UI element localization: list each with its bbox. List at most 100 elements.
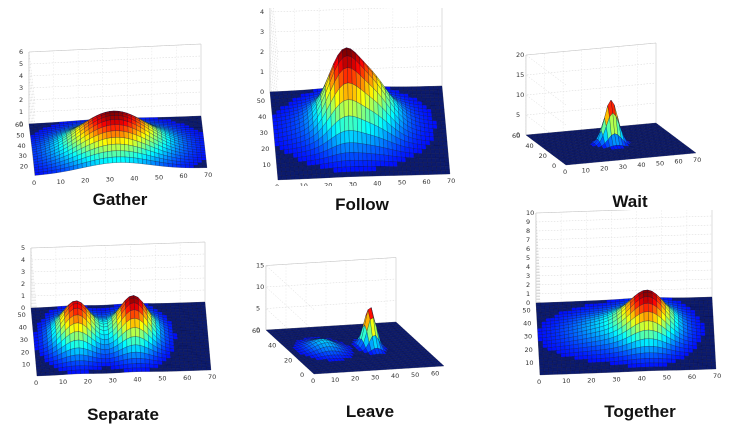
y-tick-4-3: 60 bbox=[252, 327, 260, 335]
z-tick-1-2: 2 bbox=[260, 48, 264, 56]
y-tick-4-2: 40 bbox=[268, 342, 276, 350]
z-tick-0-1: 1 bbox=[19, 108, 23, 116]
x-tick-5-1: 10 bbox=[562, 377, 570, 385]
z-tick-0-5: 5 bbox=[19, 60, 23, 68]
surface-3 bbox=[30, 295, 212, 377]
x-tick-0-7: 70 bbox=[204, 171, 212, 179]
x-tick-5-6: 60 bbox=[688, 373, 696, 381]
z-tick-2-0: 0 bbox=[516, 131, 520, 139]
z-tick-5-8: 8 bbox=[526, 227, 530, 235]
x-tick-5-7: 70 bbox=[713, 372, 721, 380]
x-tick-1-7: 70 bbox=[447, 177, 455, 185]
z-tick-5-10: 10 bbox=[526, 210, 534, 217]
y-tick-5-3: 40 bbox=[523, 320, 531, 328]
z-tick-5-3: 3 bbox=[526, 272, 530, 280]
surface-4 bbox=[265, 307, 445, 375]
y-tick-1-3: 40 bbox=[258, 113, 266, 121]
x-tick-5-4: 40 bbox=[638, 375, 646, 383]
z-tick-3-3: 3 bbox=[21, 268, 25, 276]
x-tick-4-1: 10 bbox=[331, 376, 339, 384]
z-tick-5-1: 1 bbox=[526, 290, 530, 298]
z-tick-4-2: 10 bbox=[256, 283, 264, 291]
z-tick-0-3: 3 bbox=[19, 84, 23, 92]
y-tick-0-3: 50 bbox=[16, 131, 24, 139]
surface-1 bbox=[269, 47, 451, 181]
z-tick-5-9: 9 bbox=[526, 218, 530, 226]
x-tick-3-2: 20 bbox=[84, 377, 92, 385]
z-tick-1-3: 3 bbox=[260, 28, 264, 36]
z-tick-5-4: 4 bbox=[526, 263, 530, 271]
z-tick-3-2: 2 bbox=[21, 280, 25, 288]
x-tick-3-3: 30 bbox=[109, 376, 117, 384]
z-tick-3-4: 4 bbox=[21, 256, 25, 264]
axes-box-0 bbox=[28, 43, 202, 177]
z-tick-1-4: 4 bbox=[260, 8, 264, 16]
y-tick-3-1: 20 bbox=[21, 348, 29, 356]
x-tick-0-0: 0 bbox=[32, 179, 36, 186]
x-tick-2-2: 20 bbox=[600, 165, 608, 173]
x-tick-1-6: 60 bbox=[422, 178, 430, 186]
z-tick-5-7: 7 bbox=[526, 236, 530, 244]
y-tick-2-2: 40 bbox=[525, 142, 533, 150]
z-tick-2-1: 5 bbox=[516, 111, 520, 119]
y-tick-3-2: 30 bbox=[20, 336, 28, 344]
x-tick-2-7: 70 bbox=[693, 156, 701, 164]
z-tick-0-0: 0 bbox=[19, 120, 23, 128]
x-tick-1-2: 20 bbox=[324, 181, 332, 186]
x-tick-4-4: 40 bbox=[391, 372, 399, 380]
x-tick-1-3: 30 bbox=[349, 180, 357, 186]
caption-5: Together bbox=[604, 402, 676, 421]
y-tick-0-1: 30 bbox=[19, 152, 27, 160]
caption-2: Wait bbox=[612, 192, 648, 211]
y-tick-3-3: 40 bbox=[19, 324, 27, 332]
z-tick-3-5: 5 bbox=[21, 244, 25, 252]
y-tick-3-0: 10 bbox=[22, 361, 30, 369]
y-tick-2-0: 0 bbox=[552, 162, 556, 170]
x-tick-5-3: 30 bbox=[612, 375, 620, 383]
caption-0: Gather bbox=[92, 190, 148, 209]
x-tick-2-4: 40 bbox=[637, 161, 645, 169]
x-tick-4-5: 50 bbox=[411, 371, 419, 379]
z-tick-5-2: 2 bbox=[526, 281, 530, 289]
caption-4: Leave bbox=[345, 402, 395, 421]
z-tick-5-0: 0 bbox=[526, 299, 530, 307]
x-tick-2-0: 0 bbox=[563, 168, 567, 176]
x-tick-1-1: 10 bbox=[300, 182, 308, 186]
x-tick-0-1: 10 bbox=[57, 178, 65, 186]
x-tick-2-3: 30 bbox=[619, 163, 627, 171]
x-tick-4-3: 30 bbox=[371, 373, 379, 381]
z-tick-3-0: 0 bbox=[21, 304, 25, 312]
x-tick-3-0: 0 bbox=[34, 379, 38, 387]
x-tick-5-2: 20 bbox=[587, 376, 595, 384]
z-tick-0-4: 4 bbox=[19, 72, 23, 80]
y-tick-4-0: 0 bbox=[300, 371, 304, 379]
y-tick-1-0: 10 bbox=[263, 161, 271, 169]
x-tick-0-3: 30 bbox=[106, 176, 114, 184]
x-tick-3-4: 40 bbox=[133, 376, 141, 384]
x-tick-5-5: 50 bbox=[663, 374, 671, 382]
y-tick-5-2: 30 bbox=[524, 333, 532, 341]
x-tick-0-6: 60 bbox=[179, 172, 187, 180]
y-tick-1-2: 30 bbox=[260, 129, 268, 137]
surface-0 bbox=[28, 110, 208, 176]
x-tick-5-0: 0 bbox=[537, 378, 541, 386]
x-tick-0-4: 40 bbox=[130, 174, 138, 182]
z-tick-1-0: 0 bbox=[260, 88, 264, 96]
x-tick-3-5: 50 bbox=[158, 375, 166, 383]
caption-1: Follow bbox=[335, 195, 389, 214]
z-tick-2-4: 20 bbox=[516, 51, 524, 59]
caption-3: Separate bbox=[87, 405, 159, 424]
y-tick-1-1: 20 bbox=[261, 145, 269, 153]
z-tick-4-0: 0 bbox=[256, 326, 260, 334]
z-tick-5-6: 6 bbox=[526, 245, 530, 253]
z-tick-3-1: 1 bbox=[21, 292, 25, 300]
